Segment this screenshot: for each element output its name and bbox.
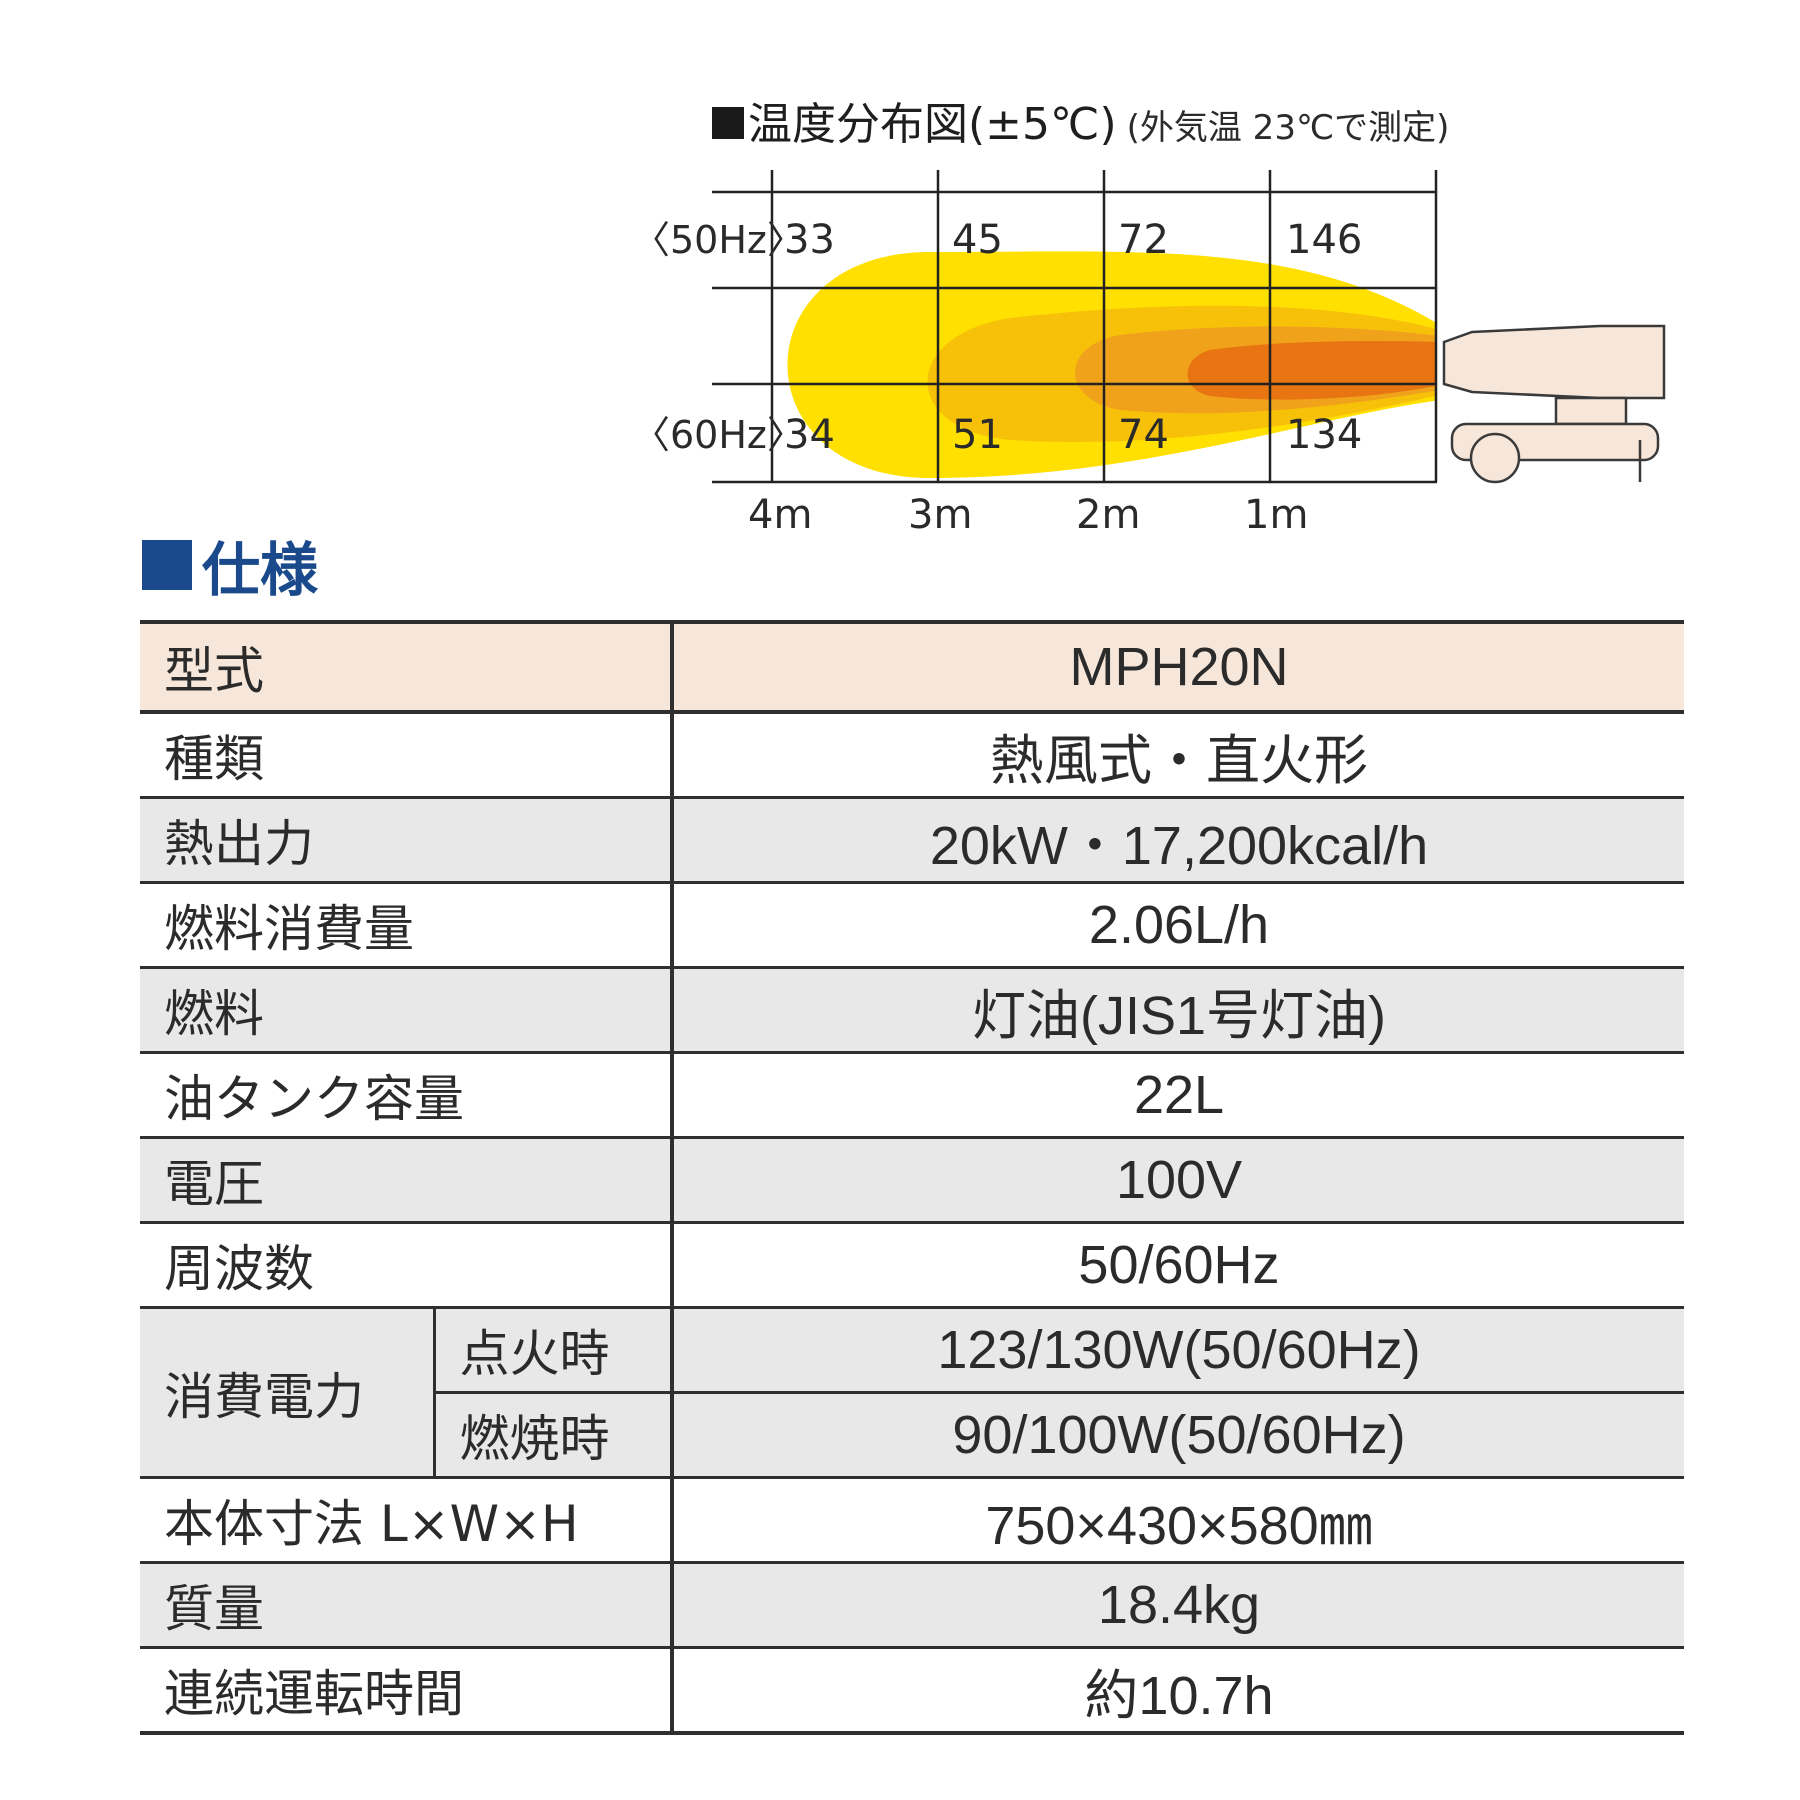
spec-value: 灯油(JIS1号灯油)	[670, 967, 1684, 1054]
temp-60hz-1m: 134	[1286, 412, 1362, 458]
spec-value: 50/60Hz	[670, 1222, 1684, 1309]
spec-heading: 仕様	[142, 530, 318, 604]
table-row: 燃料 灯油(JIS1号灯油)	[140, 967, 1684, 1054]
temp-50hz-1m: 146	[1286, 217, 1362, 263]
heater-nozzle	[1442, 324, 1666, 400]
spec-label: 油タンク容量	[140, 1052, 672, 1139]
spec-value: 熱風式・直火形	[670, 712, 1684, 799]
table-row-model: 型式 MPH20N	[140, 620, 1684, 714]
temp-60hz-3m: 51	[952, 412, 1003, 458]
row-label-50hz: 〈50Hz〉	[632, 218, 805, 262]
table-row: 質量 18.4kg	[140, 1562, 1684, 1649]
grid-lines	[712, 170, 1438, 484]
square-bullet-icon	[712, 107, 744, 139]
table-row: 燃料消費量 2.06L/h	[140, 882, 1684, 969]
table-row: 周波数 50/60Hz	[140, 1222, 1684, 1309]
distance-1m: 1m	[1244, 492, 1308, 538]
spec-value: 100V	[670, 1137, 1684, 1224]
spec-label: 型式	[140, 620, 672, 714]
temp-50hz-2m: 72	[1118, 217, 1169, 263]
spec-label: 本体寸法 L×W×H	[140, 1477, 672, 1564]
distance-3m: 3m	[908, 492, 972, 538]
heater-illustration	[1442, 324, 1666, 484]
spec-value: 123/130W(50/60Hz)	[670, 1307, 1684, 1394]
table-row-power-burning: 燃焼時 90/100W(50/60Hz)	[140, 1392, 1684, 1479]
spec-label: 燃料	[140, 967, 672, 1054]
spec-value: 90/100W(50/60Hz)	[670, 1392, 1684, 1479]
diagram-title-row: 温度分布図(±5℃) (外気温 23℃で測定)	[712, 88, 1450, 150]
table-row: 電圧 100V	[140, 1137, 1684, 1224]
spec-table: 型式 MPH20N 種類 熱風式・直火形 熱出力 20kW・17,200kcal…	[140, 620, 1684, 1735]
spec-value: 22L	[670, 1052, 1684, 1139]
table-row: 本体寸法 L×W×H 750×430×580㎜	[140, 1477, 1684, 1564]
diagram-subtitle: (外気温 23℃で測定)	[1126, 108, 1450, 148]
spec-label: 熱出力	[140, 797, 672, 884]
plume-core	[1187, 340, 1435, 400]
temp-50hz-4m: 33	[784, 217, 835, 263]
square-bullet-icon	[142, 540, 192, 590]
spec-label: 電圧	[140, 1137, 672, 1224]
spec-value: 18.4kg	[670, 1562, 1684, 1649]
spec-label: 周波数	[140, 1222, 672, 1309]
spec-value: 2.06L/h	[670, 882, 1684, 969]
spec-heading-label: 仕様	[202, 536, 319, 604]
spec-label-power: 消費電力	[140, 1307, 434, 1479]
heater-wheel	[1469, 432, 1521, 484]
heat-plume	[787, 251, 1435, 478]
diagram-labels: 〈50Hz〉 〈60Hz〉 33 45 72 146 34 51 74 134 …	[632, 217, 1362, 538]
table-row-power-ignition: 消費電力 点火時 123/130W(50/60Hz)	[140, 1307, 1684, 1479]
spec-label: 燃料消費量	[140, 882, 672, 969]
spec-value: MPH20N	[670, 620, 1684, 714]
temp-50hz-3m: 45	[952, 217, 1003, 263]
spec-sublabel: 燃焼時	[432, 1392, 672, 1479]
spec-value: 約10.7h	[670, 1647, 1684, 1735]
table-row: 種類 熱風式・直火形	[140, 712, 1684, 799]
temp-60hz-4m: 34	[784, 412, 835, 458]
spec-label: 質量	[140, 1562, 672, 1649]
distance-4m: 4m	[748, 492, 812, 538]
spec-label: 連続運転時間	[140, 1647, 672, 1735]
spec-sublabel: 点火時	[432, 1307, 672, 1394]
distance-2m: 2m	[1076, 492, 1140, 538]
table-row: 連続運転時間 約10.7h	[140, 1647, 1684, 1735]
heater-stand	[1554, 396, 1628, 426]
diagram-title: 温度分布図(±5℃)	[748, 99, 1117, 150]
spec-value: 750×430×580㎜	[670, 1477, 1684, 1564]
temperature-distribution-diagram: 〈50Hz〉 〈60Hz〉 33 45 72 146 34 51 74 134 …	[632, 170, 1666, 538]
row-label-60hz: 〈60Hz〉	[632, 413, 805, 457]
table-row: 油タンク容量 22L	[140, 1052, 1684, 1139]
table-row: 熱出力 20kW・17,200kcal/h	[140, 797, 1684, 884]
temp-60hz-2m: 74	[1118, 412, 1169, 458]
spec-label: 種類	[140, 712, 672, 799]
spec-value: 20kW・17,200kcal/h	[670, 797, 1684, 884]
